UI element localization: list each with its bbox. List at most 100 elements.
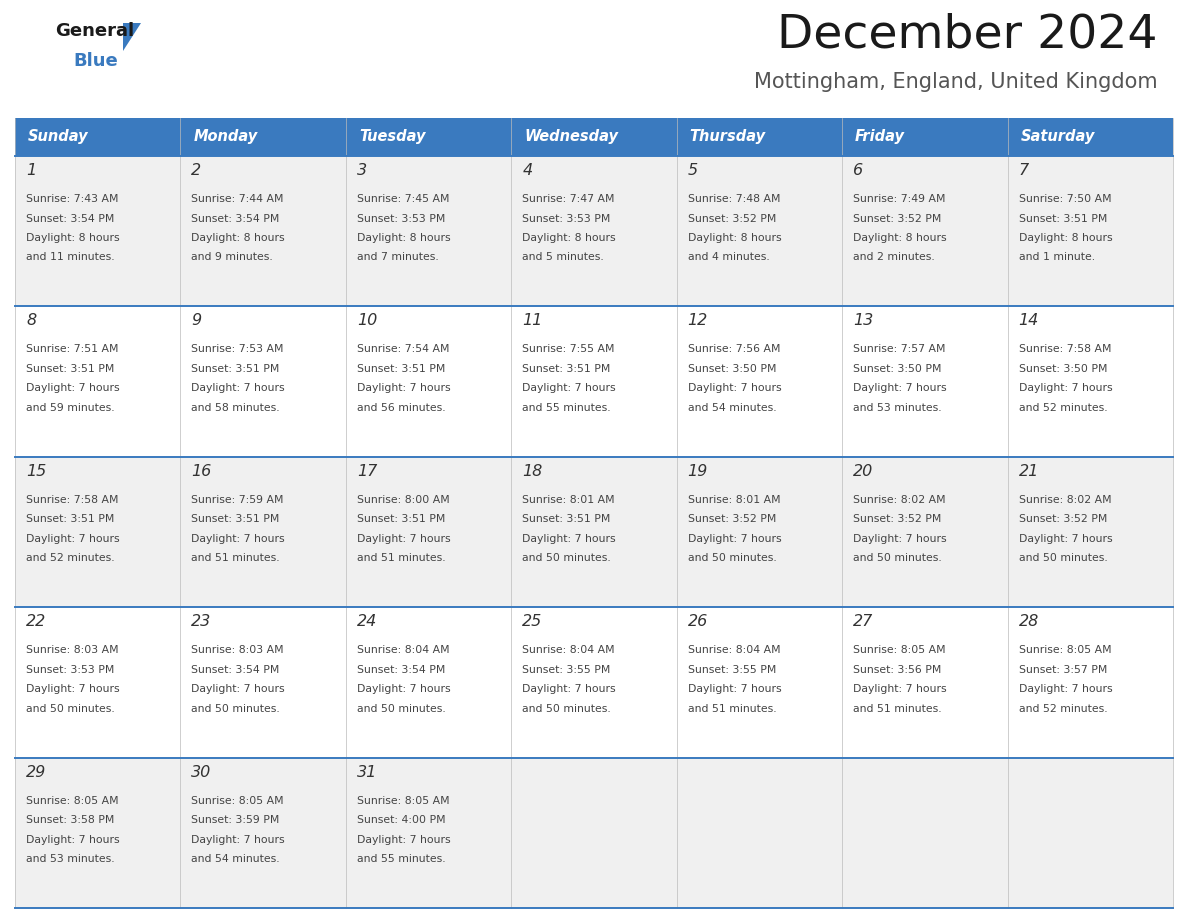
Text: Sunrise: 7:47 AM: Sunrise: 7:47 AM	[523, 194, 614, 204]
Text: 2: 2	[191, 163, 202, 178]
Text: and 55 minutes.: and 55 minutes.	[356, 854, 446, 864]
Text: Sunrise: 8:00 AM: Sunrise: 8:00 AM	[356, 495, 449, 505]
Bar	[346, 607, 511, 757]
Bar	[1007, 607, 1173, 757]
Text: Sunset: 3:58 PM: Sunset: 3:58 PM	[26, 815, 114, 825]
Text: 7: 7	[1018, 163, 1029, 178]
Text: Blue: Blue	[72, 52, 118, 70]
Text: Sunrise: 8:01 AM: Sunrise: 8:01 AM	[523, 495, 615, 505]
Text: Sunset: 3:51 PM: Sunset: 3:51 PM	[1018, 214, 1107, 223]
Text: Daylight: 7 hours: Daylight: 7 hours	[26, 834, 120, 845]
Text: Daylight: 8 hours: Daylight: 8 hours	[356, 233, 450, 243]
Bar	[842, 607, 1007, 757]
Bar	[15, 118, 181, 156]
Text: Sunset: 3:51 PM: Sunset: 3:51 PM	[26, 514, 114, 524]
Text: 27: 27	[853, 614, 873, 629]
Text: Sunset: 3:55 PM: Sunset: 3:55 PM	[523, 665, 611, 675]
Text: Sunset: 3:52 PM: Sunset: 3:52 PM	[853, 214, 942, 223]
Text: Sunset: 3:57 PM: Sunset: 3:57 PM	[1018, 665, 1107, 675]
Text: Sunrise: 7:49 AM: Sunrise: 7:49 AM	[853, 194, 946, 204]
Text: and 58 minutes.: and 58 minutes.	[191, 403, 280, 413]
Text: Daylight: 7 hours: Daylight: 7 hours	[523, 384, 615, 394]
Text: Sunset: 3:51 PM: Sunset: 3:51 PM	[523, 364, 611, 374]
Text: Sunset: 3:53 PM: Sunset: 3:53 PM	[26, 665, 114, 675]
Text: Monday: Monday	[194, 129, 258, 144]
Text: 24: 24	[356, 614, 377, 629]
Bar	[511, 156, 677, 307]
Text: and 50 minutes.: and 50 minutes.	[523, 704, 611, 713]
Text: and 11 minutes.: and 11 minutes.	[26, 252, 114, 263]
Bar	[15, 607, 181, 757]
Text: Daylight: 8 hours: Daylight: 8 hours	[853, 233, 947, 243]
Text: Sunrise: 8:05 AM: Sunrise: 8:05 AM	[853, 645, 946, 655]
Text: Sunset: 4:00 PM: Sunset: 4:00 PM	[356, 815, 446, 825]
Text: 4: 4	[523, 163, 532, 178]
Text: Daylight: 7 hours: Daylight: 7 hours	[26, 684, 120, 694]
Text: 29: 29	[26, 765, 46, 779]
Bar	[181, 457, 346, 607]
Text: 26: 26	[688, 614, 708, 629]
Text: Daylight: 8 hours: Daylight: 8 hours	[523, 233, 615, 243]
Text: Sunset: 3:54 PM: Sunset: 3:54 PM	[191, 214, 280, 223]
Text: and 5 minutes.: and 5 minutes.	[523, 252, 604, 263]
Text: Sunset: 3:52 PM: Sunset: 3:52 PM	[1018, 514, 1107, 524]
Text: Daylight: 7 hours: Daylight: 7 hours	[523, 533, 615, 543]
Text: 19: 19	[688, 464, 708, 479]
Text: Sunset: 3:51 PM: Sunset: 3:51 PM	[356, 514, 446, 524]
Text: Sunrise: 8:03 AM: Sunrise: 8:03 AM	[191, 645, 284, 655]
Bar	[511, 607, 677, 757]
Text: Sunrise: 8:05 AM: Sunrise: 8:05 AM	[26, 796, 119, 806]
Text: and 59 minutes.: and 59 minutes.	[26, 403, 114, 413]
Text: and 50 minutes.: and 50 minutes.	[191, 704, 280, 713]
Text: Sunset: 3:52 PM: Sunset: 3:52 PM	[688, 214, 776, 223]
Text: and 55 minutes.: and 55 minutes.	[523, 403, 611, 413]
Text: Sunset: 3:52 PM: Sunset: 3:52 PM	[853, 514, 942, 524]
Bar	[181, 118, 346, 156]
Bar	[677, 757, 842, 908]
Text: General: General	[55, 22, 134, 40]
Text: 17: 17	[356, 464, 377, 479]
Text: 9: 9	[191, 313, 202, 329]
Text: Daylight: 7 hours: Daylight: 7 hours	[191, 533, 285, 543]
Bar	[677, 457, 842, 607]
Text: 23: 23	[191, 614, 211, 629]
Text: Wednesday: Wednesday	[524, 129, 618, 144]
Text: Sunrise: 7:51 AM: Sunrise: 7:51 AM	[26, 344, 119, 354]
Text: Sunrise: 8:05 AM: Sunrise: 8:05 AM	[1018, 645, 1111, 655]
Text: Sunset: 3:59 PM: Sunset: 3:59 PM	[191, 815, 280, 825]
Text: Sunset: 3:50 PM: Sunset: 3:50 PM	[688, 364, 776, 374]
Bar	[15, 457, 181, 607]
Text: Daylight: 8 hours: Daylight: 8 hours	[688, 233, 782, 243]
Text: Daylight: 7 hours: Daylight: 7 hours	[1018, 384, 1112, 394]
Bar	[677, 307, 842, 457]
Text: 31: 31	[356, 765, 377, 779]
Text: Daylight: 7 hours: Daylight: 7 hours	[191, 684, 285, 694]
Bar	[346, 307, 511, 457]
Bar	[511, 457, 677, 607]
Bar	[511, 757, 677, 908]
Bar	[842, 757, 1007, 908]
Text: and 52 minutes.: and 52 minutes.	[26, 554, 114, 564]
Text: Sunrise: 7:44 AM: Sunrise: 7:44 AM	[191, 194, 284, 204]
Text: Sunrise: 7:56 AM: Sunrise: 7:56 AM	[688, 344, 781, 354]
Text: 12: 12	[688, 313, 708, 329]
Text: and 50 minutes.: and 50 minutes.	[853, 554, 942, 564]
Bar	[181, 156, 346, 307]
Text: Sunset: 3:56 PM: Sunset: 3:56 PM	[853, 665, 942, 675]
Text: Sunrise: 7:45 AM: Sunrise: 7:45 AM	[356, 194, 449, 204]
Text: Sunrise: 7:55 AM: Sunrise: 7:55 AM	[523, 344, 614, 354]
Text: Sunrise: 7:48 AM: Sunrise: 7:48 AM	[688, 194, 781, 204]
Text: Sunday: Sunday	[29, 129, 89, 144]
Text: 15: 15	[26, 464, 46, 479]
Bar	[346, 457, 511, 607]
Text: 22: 22	[26, 614, 46, 629]
Bar	[1007, 757, 1173, 908]
Text: 3: 3	[356, 163, 367, 178]
Text: Sunrise: 7:57 AM: Sunrise: 7:57 AM	[853, 344, 946, 354]
Text: 16: 16	[191, 464, 211, 479]
Text: Sunrise: 7:58 AM: Sunrise: 7:58 AM	[1018, 344, 1111, 354]
Text: Sunset: 3:54 PM: Sunset: 3:54 PM	[26, 214, 114, 223]
Text: Sunset: 3:53 PM: Sunset: 3:53 PM	[356, 214, 446, 223]
Text: Sunrise: 8:02 AM: Sunrise: 8:02 AM	[1018, 495, 1111, 505]
Text: and 52 minutes.: and 52 minutes.	[1018, 403, 1107, 413]
